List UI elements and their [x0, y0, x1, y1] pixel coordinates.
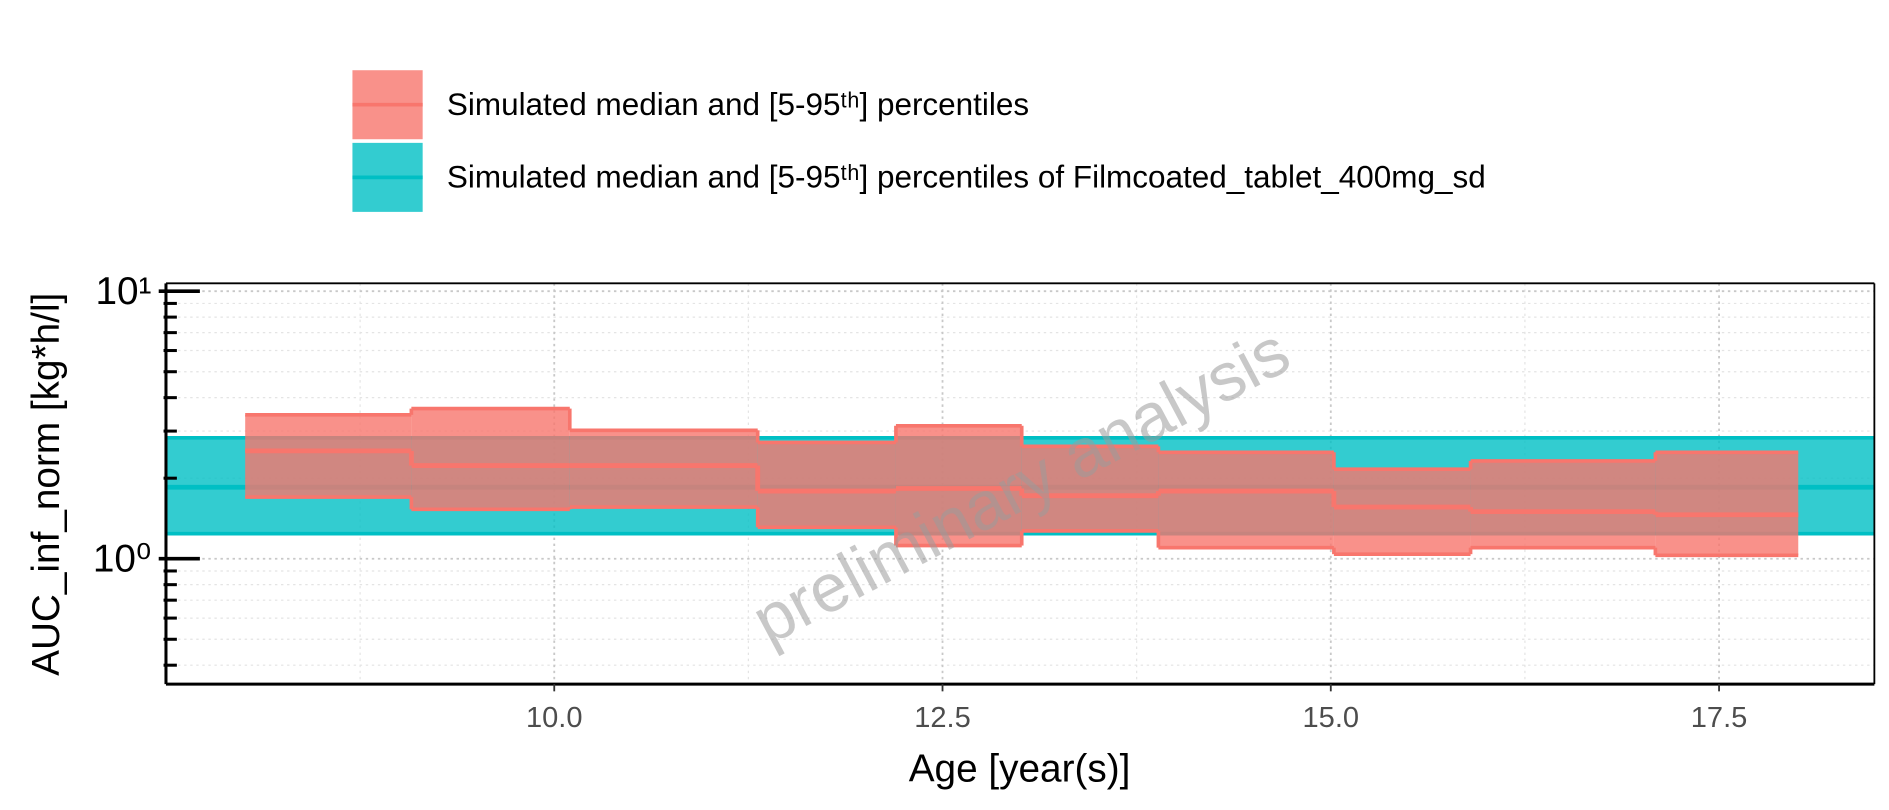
- legend-label: Simulated median and [5-95ᵗʰ] percentile…: [447, 87, 1029, 122]
- y-tick-label: 10⁰: [93, 537, 152, 580]
- x-tick-label: 10.0: [526, 702, 583, 734]
- range-bar: [569, 430, 758, 508]
- x-axis-title: Age [year(s)]: [909, 747, 1131, 790]
- y-tick-label: 10¹: [95, 270, 151, 313]
- x-tick-label: 12.5: [914, 702, 971, 734]
- range-bar: [895, 425, 1022, 546]
- range-bar: [1470, 460, 1656, 548]
- range-bar: [245, 414, 412, 498]
- y-axis-title: AUC_inf_norm [kg*h/l]: [25, 293, 68, 676]
- x-tick-label: 15.0: [1303, 702, 1360, 734]
- range-bar: [411, 408, 570, 510]
- range-bar: [1333, 469, 1471, 555]
- legend-label: Simulated median and [5-95ᵗʰ] percentile…: [447, 160, 1486, 195]
- range-bar: [1158, 452, 1334, 548]
- x-tick-label: 17.5: [1691, 702, 1748, 734]
- range-bar: [1655, 452, 1799, 556]
- range-bar: [757, 442, 896, 528]
- range-bar: [1021, 446, 1159, 531]
